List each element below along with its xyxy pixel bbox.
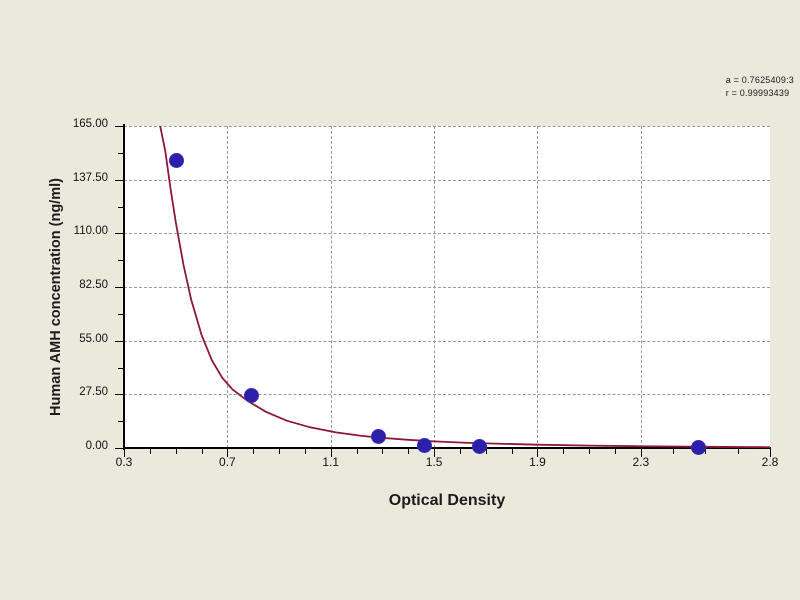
x-axis-tick bbox=[330, 449, 332, 457]
y-axis-tick bbox=[115, 179, 124, 181]
x-axis-tick-label: 0.3 bbox=[115, 455, 133, 469]
x-axis-minor-tick bbox=[201, 449, 203, 454]
fit-coefficient-label: a = 0.7625409:3 bbox=[725, 75, 794, 85]
x-axis-minor-tick bbox=[563, 449, 565, 454]
x-axis-tick bbox=[124, 449, 125, 457]
y-axis-minor-tick bbox=[118, 313, 124, 315]
x-axis-title: Optical Density bbox=[388, 492, 506, 509]
y-axis-tick-label: 55.00 bbox=[79, 332, 108, 345]
y-axis-tick-label: 0.00 bbox=[85, 440, 108, 452]
gridline-vertical bbox=[330, 126, 332, 448]
gridline-vertical bbox=[434, 126, 436, 448]
data-point bbox=[471, 438, 487, 454]
fit-correlation-label: r = 0.99993439 bbox=[725, 88, 790, 98]
gridline-horizontal bbox=[124, 233, 770, 235]
data-point bbox=[370, 428, 386, 444]
data-point bbox=[244, 387, 260, 403]
y-axis-minor-tick bbox=[118, 152, 124, 154]
y-axis-line bbox=[123, 124, 125, 450]
x-axis-minor-tick bbox=[485, 449, 487, 454]
fit-annotation-block: a = 0.7625409:3 r = 0.99993439 bbox=[726, 74, 794, 100]
y-axis-title: Human AMH concentration (ng/ml) bbox=[48, 178, 64, 416]
x-axis-tick-label: 1.1 bbox=[322, 455, 340, 469]
x-axis-minor-tick bbox=[304, 449, 306, 454]
gridline-vertical bbox=[537, 126, 539, 448]
y-axis-tick bbox=[115, 233, 124, 235]
x-axis-tick-label: 0.7 bbox=[219, 455, 236, 469]
x-axis-tick bbox=[770, 449, 771, 457]
y-axis-tick bbox=[115, 287, 124, 288]
x-axis-minor-tick bbox=[511, 449, 513, 454]
x-axis-tick bbox=[640, 449, 642, 457]
x-axis-tick-label: 1.9 bbox=[529, 455, 546, 469]
y-axis-tick-label: 110.00 bbox=[73, 225, 108, 238]
x-axis-minor-tick bbox=[175, 449, 177, 454]
y-axis-minor-tick bbox=[118, 260, 124, 262]
x-axis-minor-tick bbox=[279, 449, 281, 454]
x-axis-minor-tick bbox=[408, 449, 410, 454]
y-axis-tick bbox=[115, 448, 124, 449]
y-axis-minor-tick bbox=[118, 367, 124, 369]
y-axis-tick-label: 82.50 bbox=[79, 279, 108, 291]
gridline-horizontal bbox=[124, 340, 770, 342]
x-axis-tick bbox=[227, 449, 229, 457]
x-axis-line bbox=[123, 447, 771, 449]
y-axis-minor-tick bbox=[118, 421, 124, 423]
y-axis-tick-label: 27.50 bbox=[79, 386, 108, 399]
x-axis-tick bbox=[537, 449, 539, 457]
x-axis-minor-tick bbox=[253, 449, 255, 454]
data-point bbox=[691, 439, 707, 455]
x-axis-minor-tick bbox=[705, 449, 707, 454]
gridline-horizontal bbox=[124, 394, 770, 396]
data-point bbox=[169, 152, 185, 168]
x-axis-minor-tick bbox=[614, 449, 616, 454]
x-axis-tick bbox=[434, 449, 436, 457]
x-axis-minor-tick bbox=[149, 449, 151, 454]
x-axis-minor-tick bbox=[356, 449, 358, 454]
x-axis-minor-tick bbox=[589, 449, 591, 454]
x-axis-minor-tick bbox=[382, 449, 384, 454]
x-axis-minor-tick bbox=[459, 449, 461, 454]
y-axis-tick bbox=[115, 126, 124, 127]
gridline-horizontal bbox=[124, 126, 770, 127]
gridline-vertical bbox=[640, 126, 642, 448]
x-axis-tick-label: 1.5 bbox=[425, 455, 443, 469]
data-point bbox=[417, 437, 433, 453]
x-axis-minor-tick bbox=[673, 449, 675, 454]
gridline-horizontal bbox=[124, 287, 770, 288]
y-axis-tick-label: 137.50 bbox=[72, 171, 108, 184]
gridline-vertical bbox=[227, 126, 229, 448]
x-axis-tick-label: 2.3 bbox=[632, 455, 650, 469]
y-axis-tick bbox=[115, 340, 124, 342]
gridline-horizontal bbox=[124, 179, 770, 181]
y-axis-tick bbox=[115, 394, 124, 396]
x-axis-minor-tick bbox=[737, 449, 739, 454]
y-axis-tick-label: 165.00 bbox=[72, 118, 108, 130]
y-axis-minor-tick bbox=[118, 206, 124, 208]
x-axis-tick-label: 2.8 bbox=[761, 455, 779, 469]
